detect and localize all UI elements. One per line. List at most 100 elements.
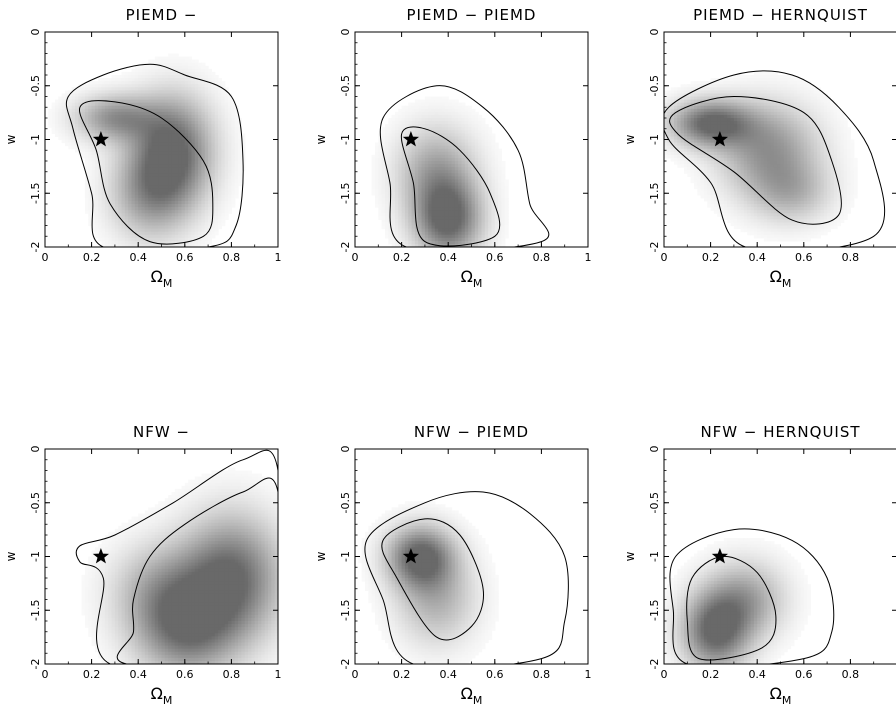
x-tick-label: 0 <box>661 251 668 264</box>
y-tick-label: -1 <box>339 134 352 145</box>
x-axis-label: ΩM <box>151 267 173 290</box>
x-tick-label: 0.2 <box>393 668 411 681</box>
y-axis-label: w <box>314 134 328 144</box>
x-tick-label: 0.6 <box>795 668 813 681</box>
y-tick-label: 0 <box>339 29 352 36</box>
x-tick-label: 1 <box>585 668 592 681</box>
panel-title: NFW − <box>133 423 190 441</box>
density-map <box>48 53 246 247</box>
contour-1 <box>664 70 886 247</box>
panel-4: 0 0.2 0.4 0.6 0.8 1 0 -0.5 -1 -1.5 -2 NFW − ΩM w <box>4 423 282 707</box>
x-tick-label: 0.2 <box>83 251 101 264</box>
y-tick-label: -0.5 <box>339 75 352 96</box>
x-tick-label: 0.8 <box>842 668 860 681</box>
panel-title: NFW − PIEMD <box>414 423 529 441</box>
x-axis-label: ΩM <box>461 684 483 707</box>
x-tick-label: 0.8 <box>842 251 860 264</box>
y-axis-label: w <box>4 134 18 144</box>
x-tick-label: 0.4 <box>748 251 766 264</box>
y-tick-label: -1.5 <box>648 600 661 621</box>
x-tick-label: 0.2 <box>83 668 101 681</box>
x-tick-label: 0.8 <box>223 251 241 264</box>
y-tick-label: -2 <box>29 659 42 670</box>
y-tick-label: 0 <box>648 446 661 453</box>
panel-6: 0 0.2 0.4 0.6 0.8 0 -0.5 -1 -1.5 -2 NFW − HERNQUIS… <box>623 423 896 707</box>
star-marker <box>402 131 419 147</box>
star-marker <box>92 131 109 147</box>
contour-1 <box>65 63 244 247</box>
y-tick-label: -1.5 <box>339 600 352 621</box>
y-tick-label: -0.5 <box>648 75 661 96</box>
y-tick-label: -1 <box>339 551 352 562</box>
contour-1 <box>669 528 835 664</box>
x-tick-label: 1 <box>275 251 282 264</box>
x-tick-label: 0.2 <box>702 251 720 264</box>
panel-title: NFW − HERNQUIST <box>700 423 860 441</box>
panel-title: PIEMD − PIEMD <box>407 6 537 24</box>
x-tick-label: 0.4 <box>439 251 457 264</box>
contour-2 <box>381 518 484 641</box>
x-tick-label: 0.6 <box>176 251 194 264</box>
y-tick-label: -1 <box>29 551 42 562</box>
x-tick-label: 0 <box>42 251 49 264</box>
y-tick-label: 0 <box>339 446 352 453</box>
contour-2 <box>79 100 214 245</box>
x-tick-label: 0.4 <box>129 668 147 681</box>
density-map <box>81 467 278 664</box>
contour-2 <box>116 477 278 664</box>
contour-2 <box>400 126 501 247</box>
panel-2: 0 0.2 0.4 0.6 0.8 1 0 -0.5 -1 -1.5 -2 PIEMD − PIEMD… <box>314 6 592 290</box>
y-tick-label: 0 <box>648 29 661 36</box>
y-tick-label: 0 <box>29 29 42 36</box>
y-tick-label: -0.5 <box>648 492 661 513</box>
panel-1: 0 0.2 0.4 0.6 0.8 1 0 -0.5 -1 -1.5 -2 PIEMD − ΩM w <box>4 6 282 290</box>
y-axis-label: w <box>314 551 328 561</box>
x-tick-label: 0.8 <box>223 668 241 681</box>
y-tick-label: -2 <box>29 242 42 253</box>
y-tick-label: -1.5 <box>648 183 661 204</box>
y-tick-label: -1 <box>29 134 42 145</box>
y-axis-label: w <box>4 551 18 561</box>
x-tick-label: 1 <box>585 251 592 264</box>
x-axis-label: ΩM <box>461 267 483 290</box>
y-tick-label: -1.5 <box>339 183 352 204</box>
star-marker <box>711 548 728 564</box>
y-axis-label: w <box>623 551 637 561</box>
star-marker <box>92 548 109 564</box>
x-tick-label: 0 <box>352 668 359 681</box>
panel-title: PIEMD − HERNQUIST <box>693 6 868 24</box>
x-tick-label: 0.2 <box>702 668 720 681</box>
x-tick-label: 0 <box>352 251 359 264</box>
y-tick-label: -1.5 <box>29 600 42 621</box>
contour-2 <box>686 555 777 661</box>
density-map <box>664 538 812 664</box>
x-axis-label: ΩM <box>770 267 792 290</box>
contour-1 <box>364 491 569 664</box>
y-tick-label: 0 <box>29 446 42 453</box>
x-tick-label: 0 <box>661 668 668 681</box>
panel-title: PIEMD − <box>126 6 198 24</box>
x-tick-label: 0.6 <box>176 668 194 681</box>
y-tick-label: -1.5 <box>29 183 42 204</box>
y-tick-label: -2 <box>648 242 661 253</box>
y-axis-label: w <box>623 134 637 144</box>
density-map <box>358 501 499 664</box>
x-tick-label: 0 <box>42 668 49 681</box>
x-tick-label: 0.6 <box>486 251 504 264</box>
x-tick-label: 0.6 <box>795 251 813 264</box>
star-marker <box>402 548 419 564</box>
x-axis-label: ΩM <box>151 684 173 707</box>
panel-3: 0 0.2 0.4 0.6 0.8 0 -0.5 -1 -1.5 -2 PIEMD − HERNQU… <box>623 6 896 290</box>
x-tick-label: 1 <box>275 668 282 681</box>
y-tick-label: -0.5 <box>339 492 352 513</box>
x-tick-label: 0.8 <box>533 668 551 681</box>
y-tick-label: -0.5 <box>29 492 42 513</box>
contour-2 <box>669 95 842 225</box>
y-tick-label: -1 <box>648 134 661 145</box>
y-tick-label: -2 <box>648 659 661 670</box>
y-tick-label: -1 <box>648 551 661 562</box>
x-tick-label: 0.4 <box>129 251 147 264</box>
x-tick-label: 0.4 <box>748 668 766 681</box>
y-tick-label: -2 <box>339 242 352 253</box>
